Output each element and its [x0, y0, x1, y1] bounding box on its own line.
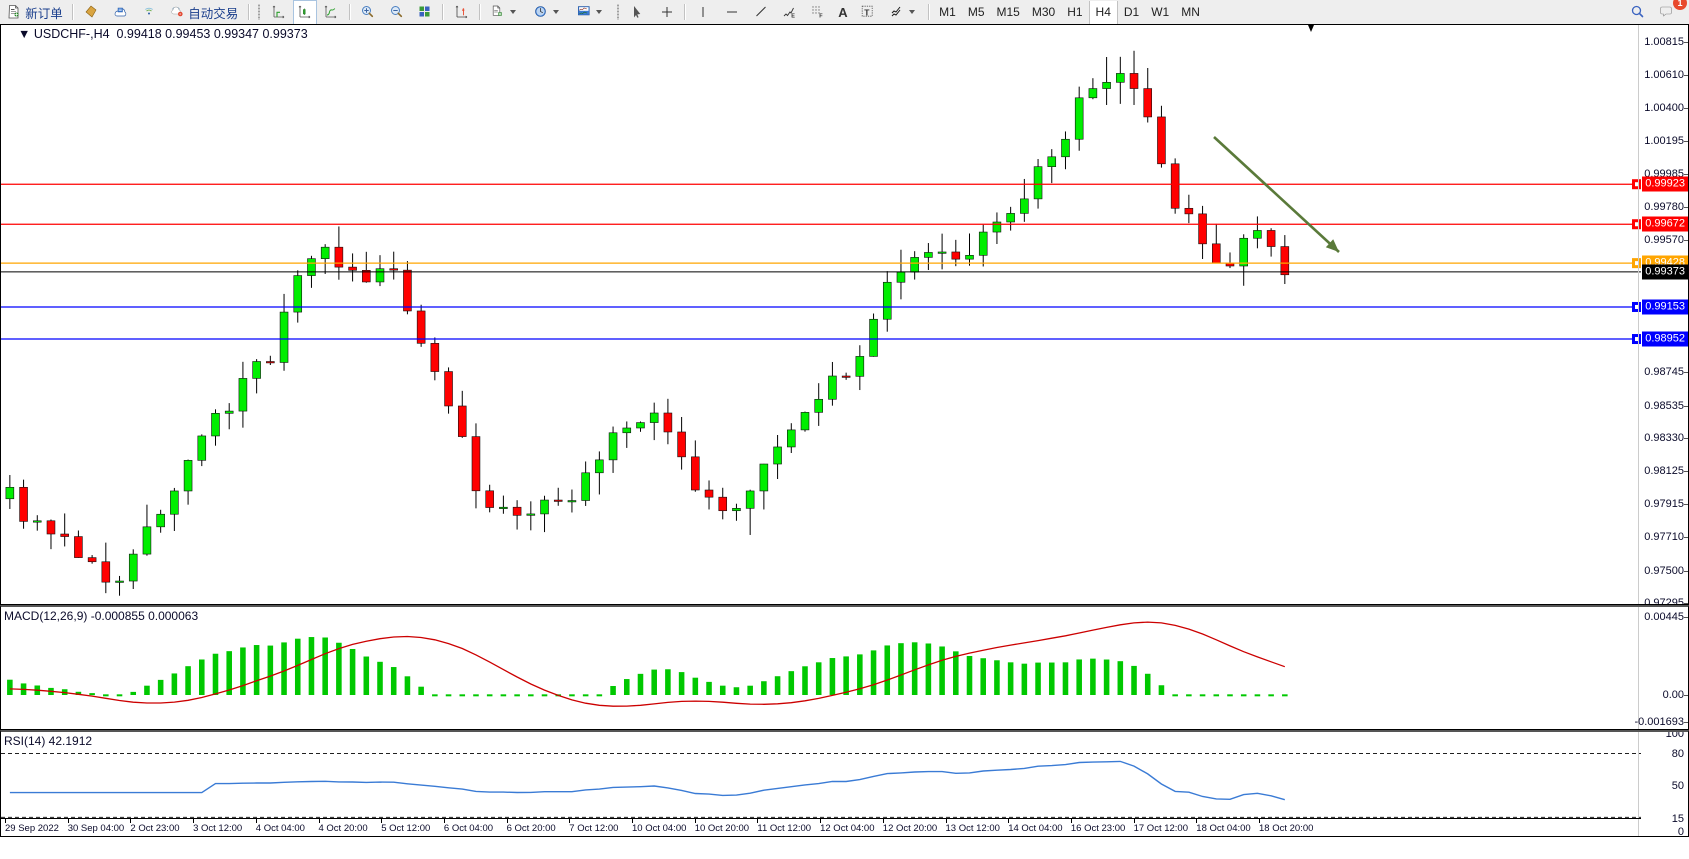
svg-text:E: E: [791, 13, 795, 19]
svg-text:F: F: [819, 13, 823, 19]
svg-text:T: T: [865, 8, 871, 18]
